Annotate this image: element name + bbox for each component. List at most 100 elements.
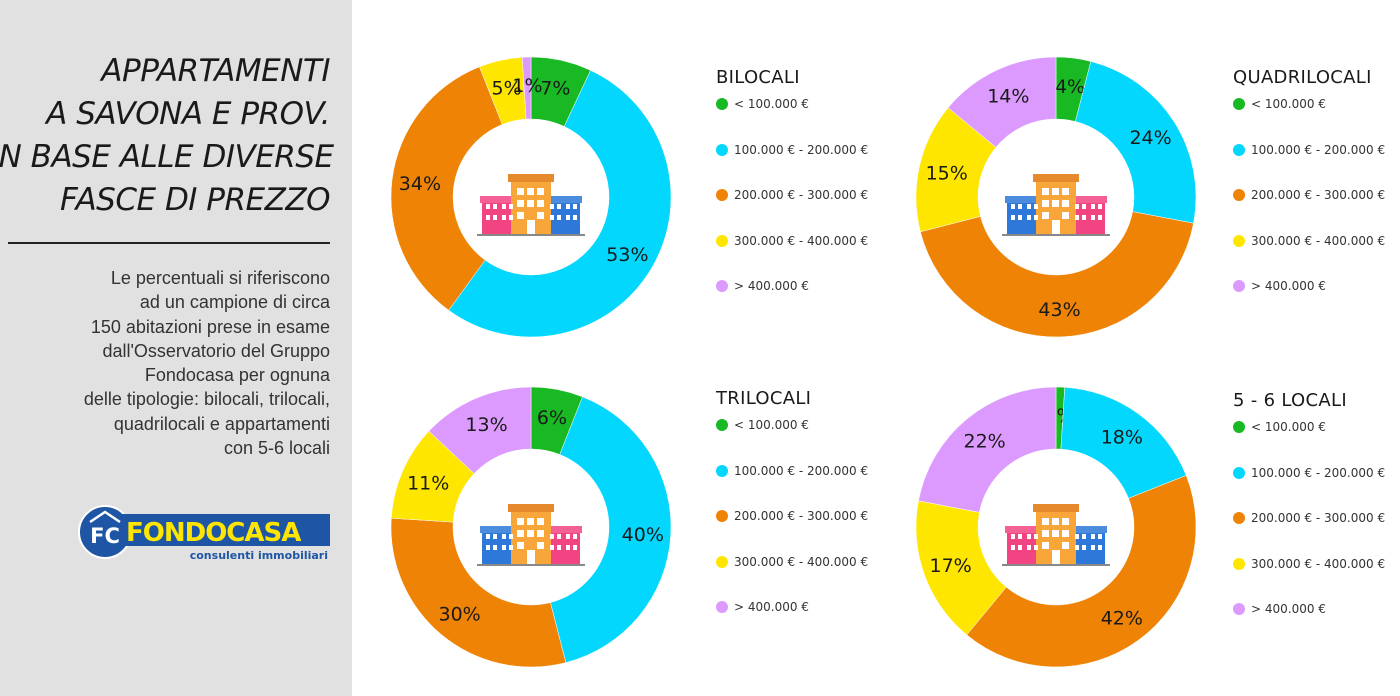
house-window <box>1062 542 1069 549</box>
chart-title: BILOCALI <box>716 67 800 88</box>
house-window <box>1018 204 1022 209</box>
house-window <box>557 215 561 220</box>
slice-label: 5% <box>491 78 521 100</box>
house-window <box>1034 215 1038 220</box>
house-window <box>1027 534 1031 539</box>
logo-brand-bar <box>122 514 330 546</box>
description: Le percentuali si riferiscono ad un camp… <box>10 266 330 460</box>
legend-item: > 400.000 € <box>716 279 868 325</box>
house-window <box>517 188 524 195</box>
legend-quadrilocali: QUADRILOCALI < 100.000 € 100.000 € - 200… <box>1233 67 1385 325</box>
legend-label: 100.000 € - 200.000 € <box>1251 465 1386 480</box>
legend-label: 300.000 € - 400.000 € <box>734 233 869 248</box>
donut-slice <box>918 386 1057 513</box>
donut-slice <box>390 517 567 668</box>
description-line: ad un campione di circa <box>139 292 330 313</box>
logo-roof-icon <box>89 510 121 524</box>
house-door <box>1052 220 1060 234</box>
donut-slice <box>1060 387 1187 499</box>
legend-label: < 100.000 € <box>1251 420 1326 434</box>
slice-label: 53% <box>606 244 648 266</box>
house-window <box>1034 534 1038 539</box>
slice-label: 40% <box>622 524 664 546</box>
donut-slice <box>448 69 672 338</box>
slice-label: 30% <box>438 603 480 625</box>
house-window <box>486 204 490 209</box>
legend-item: 100.000 € - 200.000 € <box>1233 466 1385 512</box>
sidebar-panel: APPARTAMENTI A SAVONA E PROV. IN BASE AL… <box>0 0 352 696</box>
house-window <box>509 545 513 550</box>
slice-label: 4% <box>1055 76 1085 98</box>
legend-dot-icon <box>1233 280 1245 292</box>
houses-icon <box>1002 504 1110 566</box>
legend-label: 200.000 € - 300.000 € <box>1251 511 1386 525</box>
logo-tagline: consulenti immobiliari <box>190 549 328 562</box>
legend-dot-icon <box>1233 421 1245 433</box>
house-window <box>557 534 561 539</box>
house-window <box>1098 534 1102 539</box>
house-window <box>557 204 561 209</box>
legend-item: 300.000 € - 400.000 € <box>716 234 868 280</box>
house-door <box>527 220 535 234</box>
house-window <box>1098 215 1102 220</box>
legend-dot-icon <box>716 555 728 568</box>
house-roof <box>480 196 518 203</box>
description-line: Fondocasa per ognuna <box>144 365 330 386</box>
house-window <box>1098 545 1102 550</box>
legend-label: 200.000 € - 300.000 € <box>1251 188 1386 202</box>
house-door <box>527 550 535 564</box>
house-window <box>1098 204 1102 209</box>
house-window <box>550 534 554 539</box>
house-window <box>1062 530 1069 537</box>
description-line: con 5-6 locali <box>223 438 330 459</box>
legend-dot-icon <box>1233 557 1245 570</box>
house-window <box>1052 188 1059 195</box>
house-window <box>517 518 524 525</box>
slice-label: 24% <box>1129 127 1171 149</box>
house-window <box>557 545 561 550</box>
house-window <box>573 215 577 220</box>
legend-dot-icon <box>1233 603 1245 615</box>
legend-label: 300.000 € - 400.000 € <box>1251 556 1386 571</box>
slice-label: 22% <box>963 431 1005 453</box>
house-window <box>1011 204 1015 209</box>
house-window <box>1011 545 1015 550</box>
house-window <box>1052 530 1059 537</box>
house-window <box>1042 542 1049 549</box>
house-window <box>502 545 506 550</box>
legend-label: 100.000 € - 200.000 € <box>1251 142 1386 157</box>
legend-label: 200.000 € - 300.000 € <box>734 188 869 202</box>
house-window <box>517 212 524 219</box>
house-window <box>537 212 544 219</box>
legend-item: < 100.000 € <box>716 97 868 143</box>
legend-label: < 100.000 € <box>1251 97 1326 111</box>
house-window <box>1018 545 1022 550</box>
legend-label: 100.000 € - 200.000 € <box>734 142 869 157</box>
legend-label: > 400.000 € <box>734 600 809 614</box>
description-line: delle tipologie: bilocali, trilocali, <box>83 389 330 410</box>
house-window <box>1042 188 1049 195</box>
house-window <box>566 545 570 550</box>
legend-label: < 100.000 € <box>734 97 809 111</box>
house-window <box>1091 204 1095 209</box>
house-window <box>573 534 577 539</box>
chart-title: TRILOCALI <box>716 388 812 409</box>
legend-dot-icon <box>716 601 728 613</box>
house-window <box>566 215 570 220</box>
donut-slice <box>550 396 672 663</box>
house-window <box>1018 534 1022 539</box>
house-roof <box>1033 504 1079 512</box>
chart-title: QUADRILOCALI <box>1233 67 1372 88</box>
slice-label: 7% <box>540 78 570 100</box>
house-window <box>493 204 497 209</box>
donut-slice <box>521 56 532 120</box>
title-divider <box>8 242 330 244</box>
donut-slice <box>390 66 503 311</box>
house-window <box>509 215 513 220</box>
house-window <box>1062 212 1069 219</box>
houses-icon <box>1002 174 1110 236</box>
house-window <box>1027 215 1031 220</box>
legend-label: 300.000 € - 400.000 € <box>1251 233 1386 248</box>
house-roof <box>1033 174 1079 182</box>
house-window <box>486 215 490 220</box>
